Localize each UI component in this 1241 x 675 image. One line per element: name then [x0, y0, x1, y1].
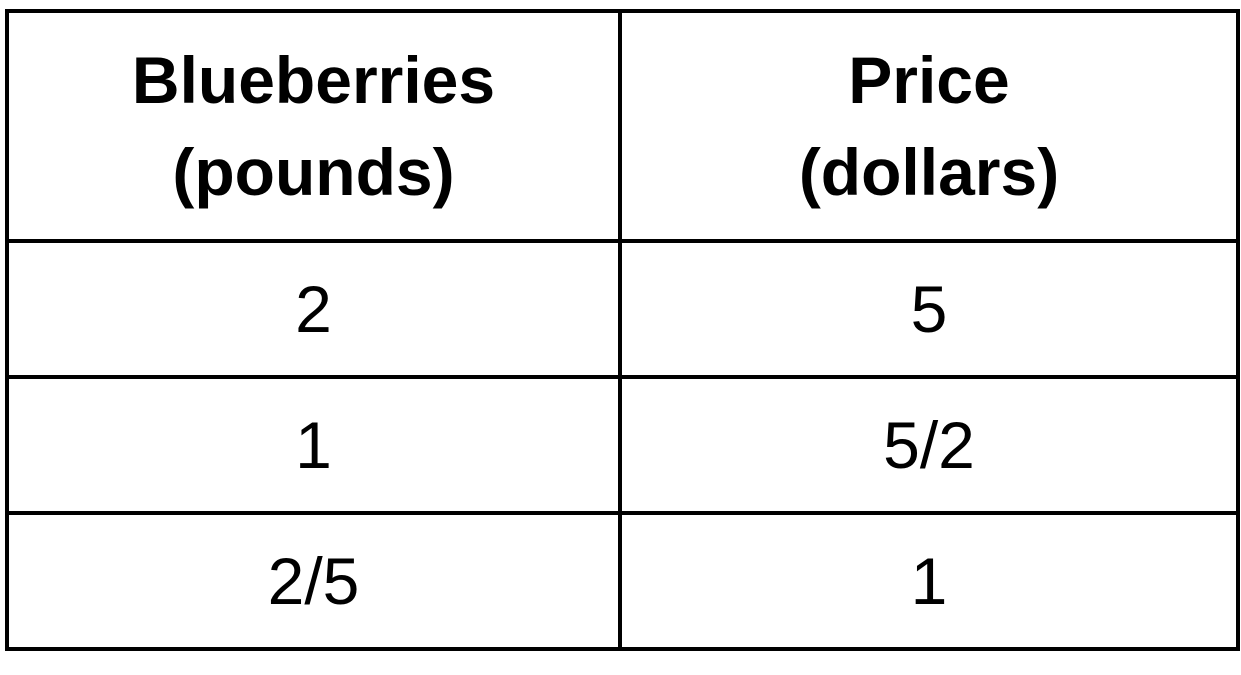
cell-dollars: 5 [618, 239, 1240, 379]
header-row: Blueberries (pounds) Price (dollars) [5, 9, 1240, 243]
header-blueberries-unit: (pounds) [172, 135, 455, 209]
header-price-unit: (dollars) [798, 135, 1060, 209]
table-row: 2 5 [5, 239, 1240, 379]
header-blueberries-title: Blueberries [131, 43, 496, 117]
header-blueberries: Blueberries (pounds) [5, 9, 622, 243]
cell-dollars: 5/2 [618, 375, 1240, 515]
cell-pounds: 2 [5, 239, 622, 379]
cell-pounds: 1 [5, 375, 622, 515]
table-row: 1 5/2 [5, 375, 1240, 515]
cell-dollars: 1 [618, 511, 1240, 651]
table-row: 2/5 1 [5, 511, 1240, 651]
blueberry-price-table: Blueberries (pounds) Price (dollars) 2 5… [5, 9, 1240, 651]
header-price-title: Price [848, 43, 1010, 117]
cell-pounds: 2/5 [5, 511, 622, 651]
header-price: Price (dollars) [618, 9, 1240, 243]
